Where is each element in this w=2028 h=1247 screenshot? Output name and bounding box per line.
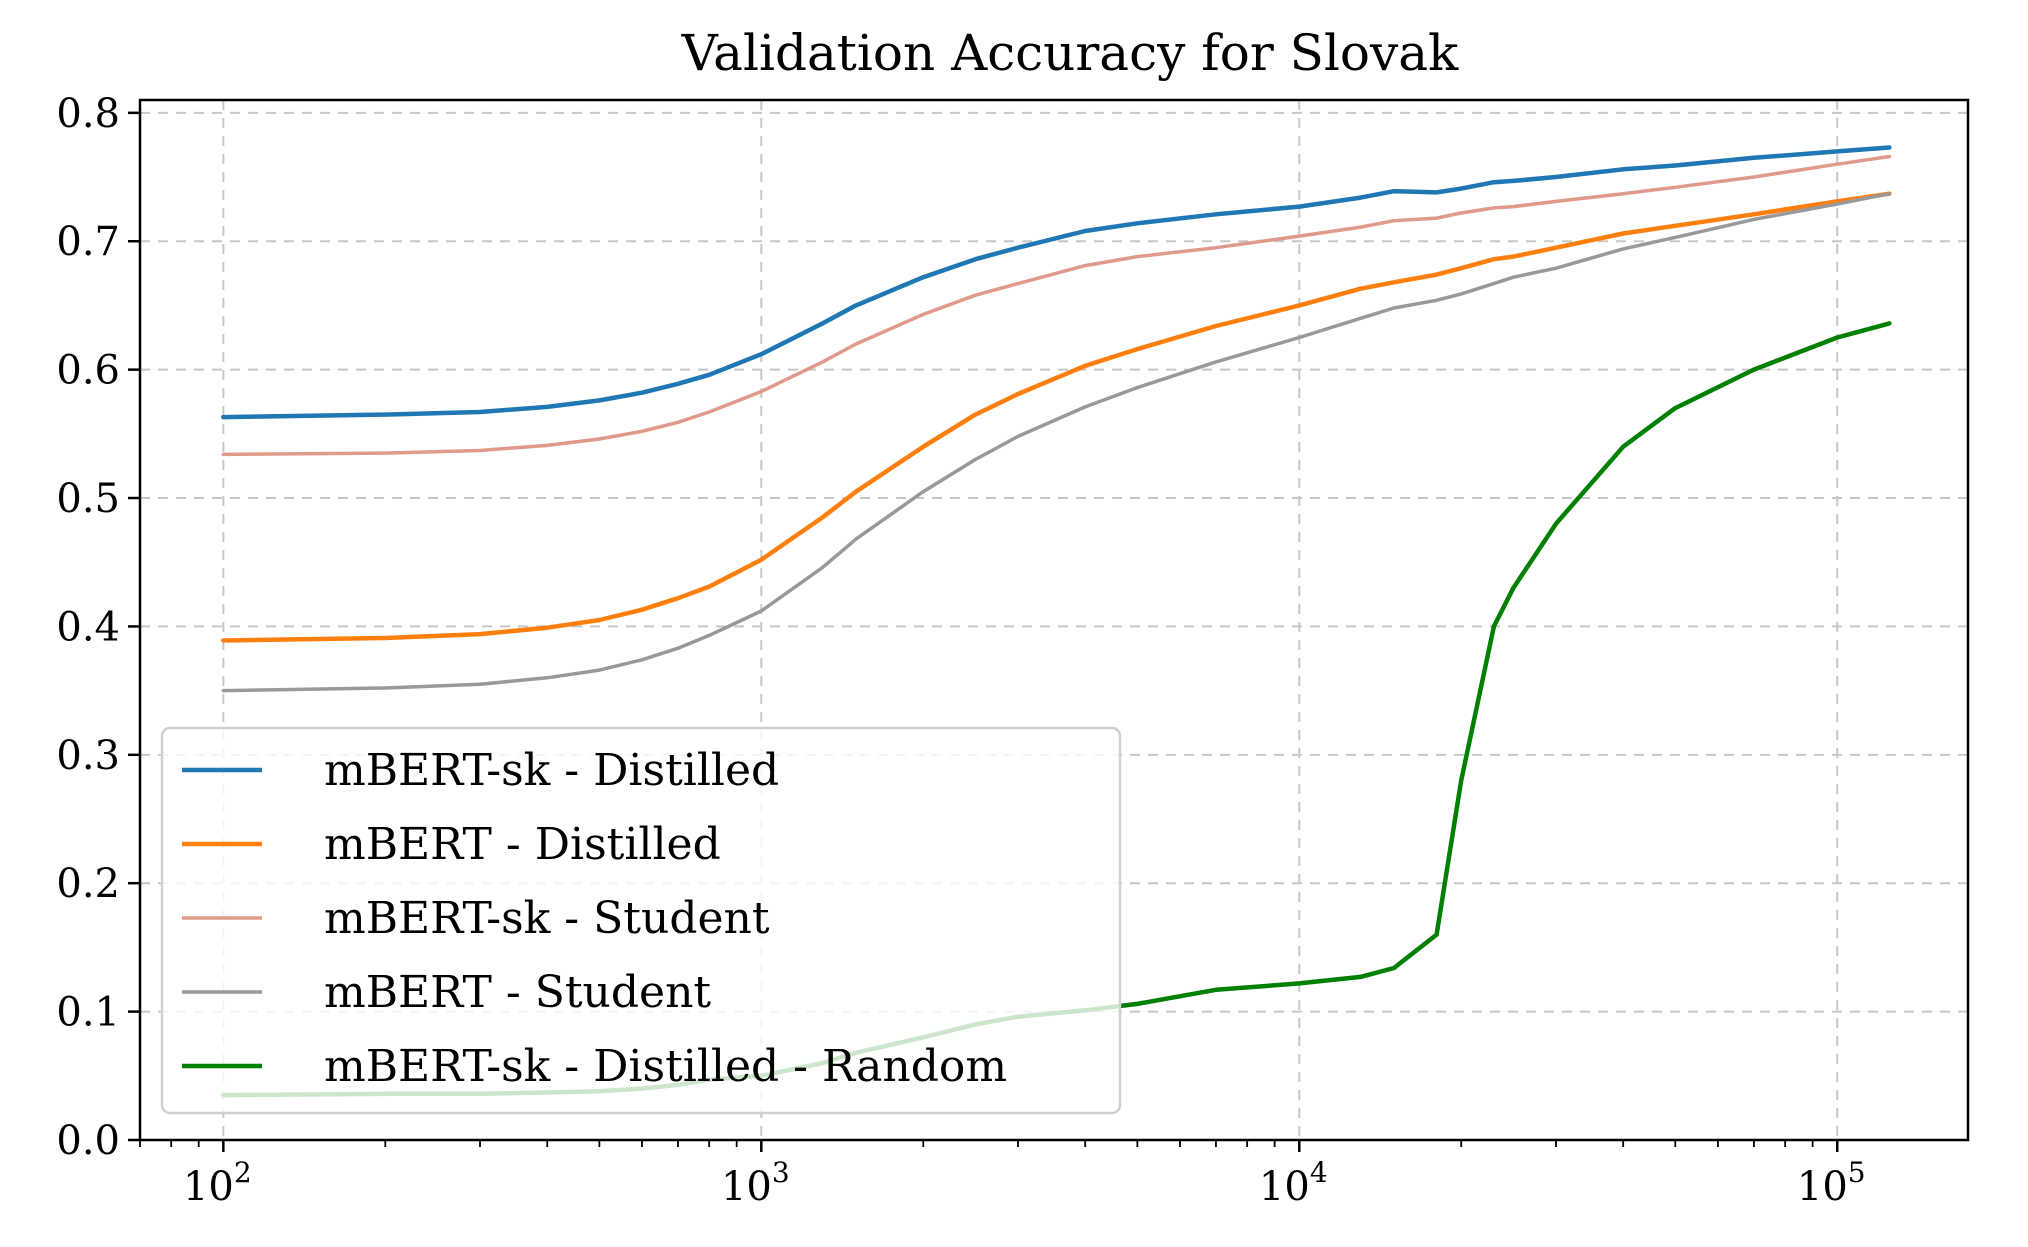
series-line-4 — [221, 191, 1892, 693]
y-tick-label: 0.3 — [56, 733, 120, 779]
legend-label-3: mBERT-sk - Student — [324, 893, 770, 944]
legend: mBERT-sk - Distilled mBERT - Distilled mBE… — [160, 726, 1122, 1115]
legend-label-5: mBERT-sk - Distilled - Random — [324, 1041, 1007, 1092]
y-tick-label: 0.6 — [56, 348, 120, 394]
y-tick-label: 0.7 — [56, 219, 120, 265]
x-tick-exponent: 3 — [772, 1156, 790, 1189]
chart-title: Validation Accuracy for Slovak — [681, 24, 1459, 82]
y-tick-label: 0.2 — [56, 861, 120, 907]
legend-box — [160, 726, 1122, 1115]
x-axis-ticks: 102 103 104 105 — [139, 1140, 1866, 1210]
plot-frame — [138, 98, 1970, 1142]
y-tick-label: 0.5 — [56, 476, 120, 522]
y-tick-label: 0.8 — [56, 91, 120, 137]
x-tick-label: 104 — [1259, 1156, 1328, 1210]
x-tick-exponent: 4 — [1310, 1156, 1328, 1189]
y-tick-label: 0.1 — [56, 990, 120, 1036]
y-tick-label: 0.0 — [56, 1118, 120, 1164]
legend-label-4: mBERT - Student — [324, 967, 711, 1018]
series-line-1 — [221, 145, 1892, 420]
series-line-3 — [221, 154, 1892, 457]
legend-label-1: mBERT-sk - Distilled — [324, 745, 779, 796]
legend-label-2: mBERT - Distilled — [324, 819, 721, 870]
y-tick-label: 0.4 — [56, 604, 120, 650]
x-tick-exponent: 2 — [234, 1156, 252, 1189]
x-tick-exponent: 5 — [1848, 1156, 1866, 1189]
series-line-2 — [221, 191, 1892, 643]
y-axis-ticks: 0.0 0.1 0.2 0.3 0.4 0.5 0.6 0.7 0.8 — [56, 91, 140, 1164]
